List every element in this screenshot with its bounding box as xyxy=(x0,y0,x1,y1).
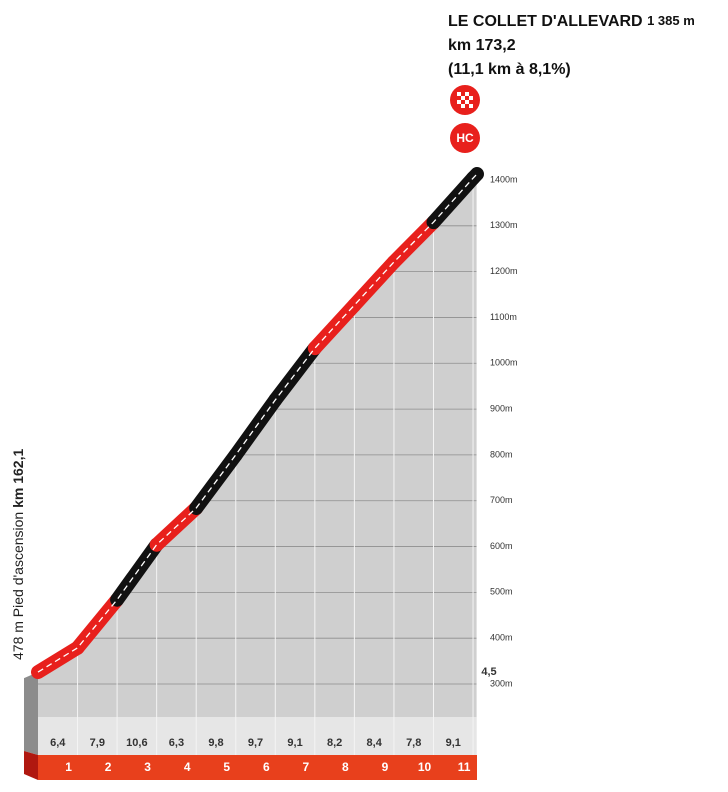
km-label: 6 xyxy=(263,760,270,774)
km-label: 11 xyxy=(458,760,471,774)
side-band xyxy=(24,751,38,780)
gradient-label: 4,5 xyxy=(481,666,496,678)
profile-area xyxy=(38,174,477,755)
y-tick-label: 500m xyxy=(490,587,513,597)
km-label: 9 xyxy=(382,760,389,774)
category-badge xyxy=(450,123,480,153)
gradient-label: 6,3 xyxy=(169,737,184,749)
gradient-label: 7,8 xyxy=(406,737,421,749)
profile-segment xyxy=(347,255,401,313)
gradient-label: 9,1 xyxy=(446,737,461,749)
chart-title: LE COLLET D'ALLEVARD 1 385 m xyxy=(448,13,695,30)
gradient-label: 9,7 xyxy=(248,737,263,749)
y-tick-label: 1200m xyxy=(490,266,518,276)
gradient-label: 10,6 xyxy=(126,737,147,749)
km-band xyxy=(38,755,477,780)
gradient-label: 9,1 xyxy=(287,737,302,749)
y-tick-label: 1100m xyxy=(490,312,517,322)
km-label: 2 xyxy=(105,760,112,774)
finish-icon xyxy=(450,85,480,115)
y-tick-label: 1400m xyxy=(490,174,518,184)
y-tick-label: 300m xyxy=(490,678,513,688)
y-tick-label: 1000m xyxy=(490,358,518,368)
profile-dash xyxy=(37,173,478,673)
y-tick-label: 600m xyxy=(490,541,513,551)
km-label: 5 xyxy=(223,760,230,774)
km-label: 10 xyxy=(418,760,432,774)
gradient-label: 9,8 xyxy=(208,737,223,749)
km-label: 3 xyxy=(144,760,151,774)
gradient-strip xyxy=(38,717,477,755)
side-face xyxy=(24,672,38,755)
y-axis-label: 478 m Pied d'ascension km 162,1 xyxy=(10,449,26,660)
gradient-label: 6,4 xyxy=(50,737,66,749)
y-tick-label: 400m xyxy=(490,633,513,643)
gradient-label: 8,2 xyxy=(327,737,342,749)
y-tick-label: 800m xyxy=(490,449,513,459)
annotation: (11,1 km à 8,1%) xyxy=(448,61,571,78)
gradient-label: 8,4 xyxy=(367,737,383,749)
y-tick-label: 1300m xyxy=(490,220,518,230)
km-label: 4 xyxy=(184,760,191,774)
profile-segment xyxy=(307,298,362,356)
y-tick-label: 900m xyxy=(490,403,513,413)
profile-segment xyxy=(70,592,125,655)
annotation: km 173,2 xyxy=(448,37,516,54)
y-tick-label: 700m xyxy=(490,495,513,505)
category-label: HC xyxy=(456,131,474,145)
gradient-label: 7,9 xyxy=(90,737,105,749)
km-label: 7 xyxy=(303,760,310,774)
km-label: 1 xyxy=(65,760,72,774)
km-label: 8 xyxy=(342,760,349,774)
